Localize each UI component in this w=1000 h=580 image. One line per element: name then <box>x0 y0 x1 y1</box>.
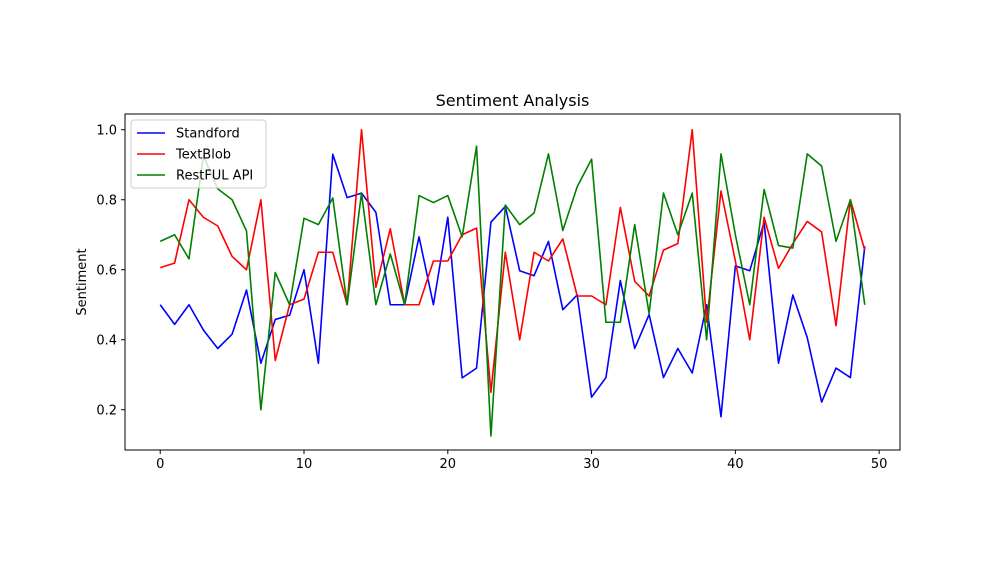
legend-box <box>130 119 267 189</box>
x-tick-label: 10 <box>296 457 313 472</box>
chart-title: Sentiment Analysis <box>436 91 590 110</box>
y-axis: 0.2 0.4 0.6 0.8 1.0 <box>96 123 125 418</box>
plot-frame <box>124 113 901 451</box>
y-tick-label: 0.6 <box>96 263 117 278</box>
y-tick-label: 0.4 <box>96 333 117 348</box>
series-line-1 <box>159 128 866 394</box>
legend-entry-label: Standford <box>176 127 240 142</box>
x-tick-label: 0 <box>156 457 164 472</box>
series-line-0 <box>159 153 866 418</box>
y-tick-label: 0.2 <box>96 403 117 418</box>
x-tick-label: 30 <box>583 457 600 472</box>
series-line-2 <box>159 145 866 437</box>
x-tick-label: 20 <box>440 457 457 472</box>
y-tick-label: 0.8 <box>96 193 117 208</box>
legend-entry-label: TextBlob <box>175 148 231 163</box>
x-tick-label: 40 <box>727 457 744 472</box>
y-axis-label: Sentiment <box>75 248 90 315</box>
x-tick-label: 50 <box>871 457 888 472</box>
plot-lines <box>159 128 866 437</box>
legend: Standford TextBlob RestFUL API <box>130 119 267 189</box>
y-tick-label: 1.0 <box>96 123 117 138</box>
x-axis: 0 10 20 30 40 50 <box>156 450 887 472</box>
legend-entry-label: RestFUL API <box>176 169 253 184</box>
